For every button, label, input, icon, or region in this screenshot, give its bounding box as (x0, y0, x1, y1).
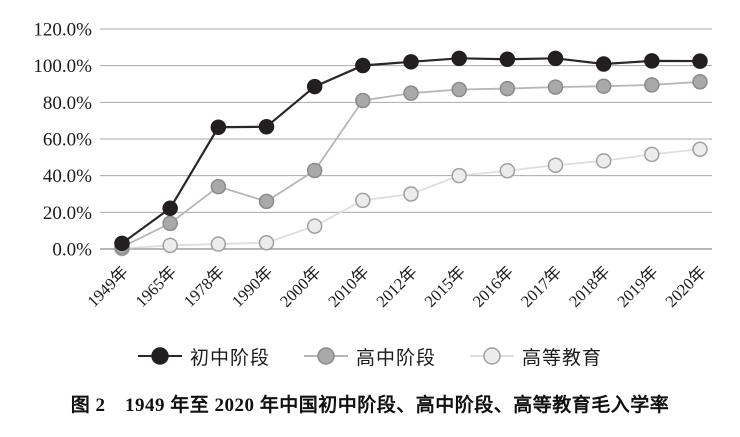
data-point (306, 218, 323, 234)
data-point (162, 200, 178, 217)
x-tick-label: 2017年 (517, 262, 565, 310)
data-point (306, 162, 323, 179)
x-tick-label: 1949年 (83, 262, 131, 310)
data-point (162, 237, 178, 254)
x-tick-label: 2019年 (613, 262, 661, 310)
data-point (547, 50, 564, 67)
legend-item-senior-high: 高中阶段 (303, 343, 436, 370)
data-point (210, 236, 227, 252)
data-point (499, 162, 516, 179)
data-point (355, 192, 371, 209)
y-tick-label: 40.0% (43, 166, 92, 187)
x-tick-label: 2010年 (324, 262, 372, 310)
legend-item-junior-middle: 初中阶段 (137, 343, 270, 370)
legend-marker-light-dot-icon (470, 347, 514, 365)
data-point (692, 53, 708, 69)
x-tick-label: 1978年 (180, 262, 228, 310)
chart-legend: 初中阶段 高中阶段 高等教育 (0, 338, 740, 374)
x-tick-label: 2018年 (565, 262, 613, 310)
legend-item-higher-education: 高等教育 (470, 343, 602, 370)
data-point (306, 78, 323, 95)
data-point (644, 77, 660, 93)
data-point (210, 178, 227, 195)
x-tick-label: 2000年 (276, 262, 324, 310)
data-point (162, 215, 178, 232)
y-tick-label: 120.0% (33, 20, 92, 41)
legend-label: 初中阶段 (189, 347, 270, 369)
legend-label: 高等教育 (522, 347, 603, 369)
y-axis-tick-labels: 0.0% 20.0% 40.0% 60.0% 80.0% 100.0% 120.0% (33, 20, 92, 261)
x-axis-tick-labels: 1949年 1965年 1978年 1990年 2000年 2010年 2012年 2015年… (83, 262, 709, 310)
data-point (258, 235, 275, 251)
line-series-group (114, 50, 708, 257)
data-point (499, 80, 516, 97)
x-tick-label: 2015年 (421, 262, 469, 310)
data-point (692, 141, 708, 158)
chart-svg: 0.0% 20.0% 40.0% 60.0% 80.0% 100.0% 120.0% 194… (33, 20, 712, 311)
legend-marker-gray-dot-icon (303, 347, 348, 365)
data-point (595, 56, 612, 72)
data-point (210, 119, 227, 136)
y-tick-label: 20.0% (43, 203, 92, 224)
data-point (547, 157, 564, 173)
data-point (451, 81, 467, 98)
data-point (114, 235, 130, 252)
y-tick-label: 100.0% (33, 56, 92, 77)
legend-marker-filled-dot-icon (137, 347, 182, 365)
y-tick-label: 80.0% (43, 93, 92, 114)
data-point (403, 186, 419, 202)
figure-caption: 图 2 1949 年至 2020 年中国初中阶段、高中阶段、高等教育毛入学率 (70, 395, 670, 416)
x-tick-label: 1965年 (132, 262, 180, 310)
x-tick-label: 2016年 (469, 262, 517, 310)
data-point (258, 118, 275, 135)
x-tick-label: 2012年 (372, 262, 420, 310)
data-point (403, 85, 419, 101)
data-point (644, 146, 660, 163)
legend-label: 高中阶段 (355, 347, 436, 369)
data-point (692, 74, 708, 90)
chart-area: 0.0% 20.0% 40.0% 60.0% 80.0% 100.0% 120.0% 194… (33, 20, 712, 311)
data-point (499, 51, 516, 67)
data-point (451, 167, 467, 184)
data-point (355, 57, 371, 74)
data-point (355, 92, 371, 109)
series-line (121, 80, 701, 248)
data-point (547, 79, 564, 95)
data-point (258, 193, 275, 210)
data-point (403, 54, 419, 70)
data-point (595, 78, 612, 94)
data-point (644, 53, 660, 69)
data-point (595, 153, 612, 169)
y-tick-label: 60.0% (43, 130, 92, 151)
x-tick-label: 2020年 (661, 262, 709, 310)
y-tick-label: 0.0% (52, 240, 92, 261)
data-point (451, 50, 467, 67)
x-tick-label: 1990年 (228, 262, 276, 310)
